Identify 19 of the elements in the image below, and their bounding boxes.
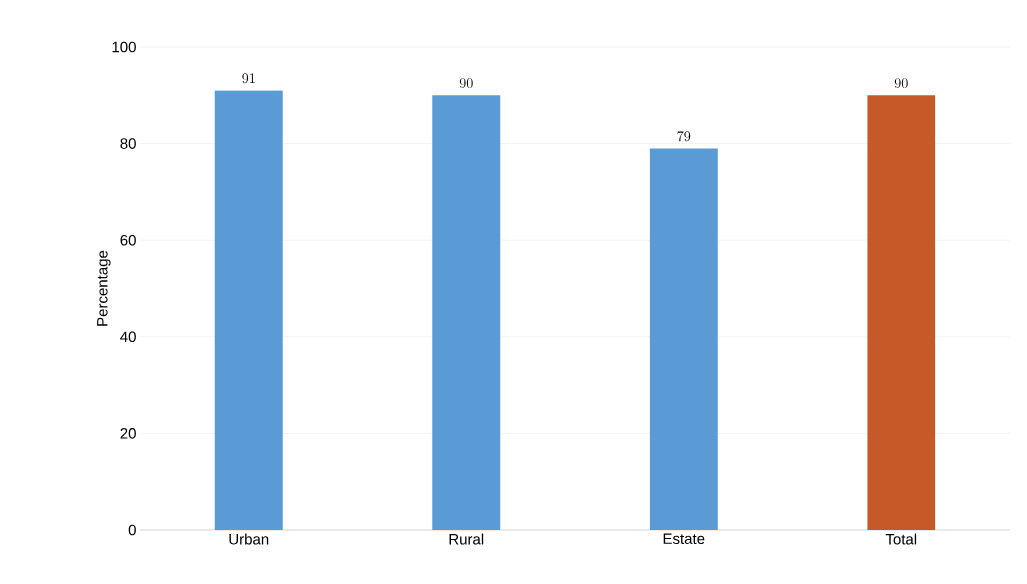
x-tick-label: Urban [229, 533, 269, 545]
y-tick-label: 60 [120, 234, 136, 246]
y-tick-label: 80 [120, 138, 136, 149]
x-tick-label: Estate [663, 533, 705, 544]
y-axis-title: Percentage [97, 250, 111, 326]
data-label: 90 [894, 78, 908, 89]
bar [214, 90, 283, 530]
bar [432, 95, 501, 530]
y-tick-label: 100 [112, 41, 136, 53]
bar [867, 95, 936, 530]
y-tick-label: 0 [128, 524, 136, 536]
data-label: 91 [242, 73, 255, 84]
data-label: 90 [459, 78, 473, 89]
x-tick-label: Rural [449, 533, 484, 545]
bar [649, 148, 718, 530]
data-label: 79 [677, 131, 691, 142]
y-tick-label: 40 [120, 331, 136, 343]
y-tick-label: 20 [120, 428, 136, 439]
x-tick-label: Total [885, 533, 917, 545]
